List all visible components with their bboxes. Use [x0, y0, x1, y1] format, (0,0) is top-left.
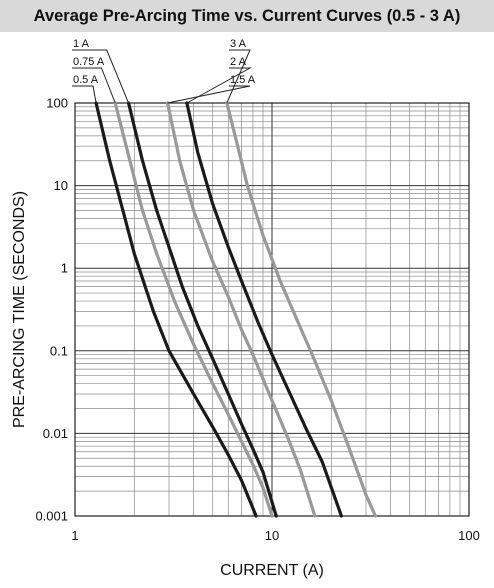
- legend-leader-line: [72, 67, 116, 104]
- series-line-5: [225, 101, 377, 518]
- legend-leader-line: [72, 49, 130, 104]
- chart-title: Average Pre-Arcing Time vs. Current Curv…: [33, 7, 461, 25]
- legend: 1 A 0.75 A 0.5 A 3 A 2 A 1.5 A: [73, 38, 256, 86]
- series-line-1: [113, 101, 274, 518]
- legend-label: 0.75 A: [73, 56, 105, 68]
- x-tick-label: 10: [265, 528, 279, 543]
- legend-label: 2 A: [230, 56, 247, 68]
- y-tick-label: 0.001: [35, 509, 68, 524]
- y-tick-label: 0.1: [50, 343, 68, 358]
- legend-label: 1 A: [73, 38, 90, 50]
- y-tick-label: 1: [61, 261, 68, 276]
- y-tick-labels: 100 10 1 0.1 0.01 0.001: [35, 96, 68, 524]
- series-line-2: [127, 101, 278, 518]
- x-tick-labels: 1 10 100: [71, 528, 479, 543]
- series-line-0: [94, 101, 258, 518]
- y-tick-label: 0.01: [43, 426, 68, 441]
- x-tick-label: 100: [458, 528, 480, 543]
- legend-label: 0.5 A: [73, 74, 99, 86]
- curves: [94, 101, 377, 518]
- legend-leader-line: [72, 85, 97, 104]
- y-axis-label: PRE-ARCING TIME (SECONDS): [11, 191, 28, 428]
- legend-label: 1.5 A: [230, 74, 256, 86]
- title-bar: [0, 0, 494, 32]
- series-line-3: [166, 101, 317, 518]
- y-tick-label: 100: [46, 96, 68, 111]
- y-tick-label: 10: [54, 178, 68, 193]
- legend-leader-line: [226, 49, 251, 104]
- x-tick-label: 1: [71, 528, 78, 543]
- legend-leader-line: [167, 85, 251, 104]
- legend-label: 3 A: [230, 38, 247, 50]
- legend-leader-lines: [72, 49, 252, 104]
- series-line-4: [185, 101, 343, 518]
- x-axis-label: CURRENT (A): [220, 562, 324, 579]
- legend-leader-line: [186, 67, 252, 104]
